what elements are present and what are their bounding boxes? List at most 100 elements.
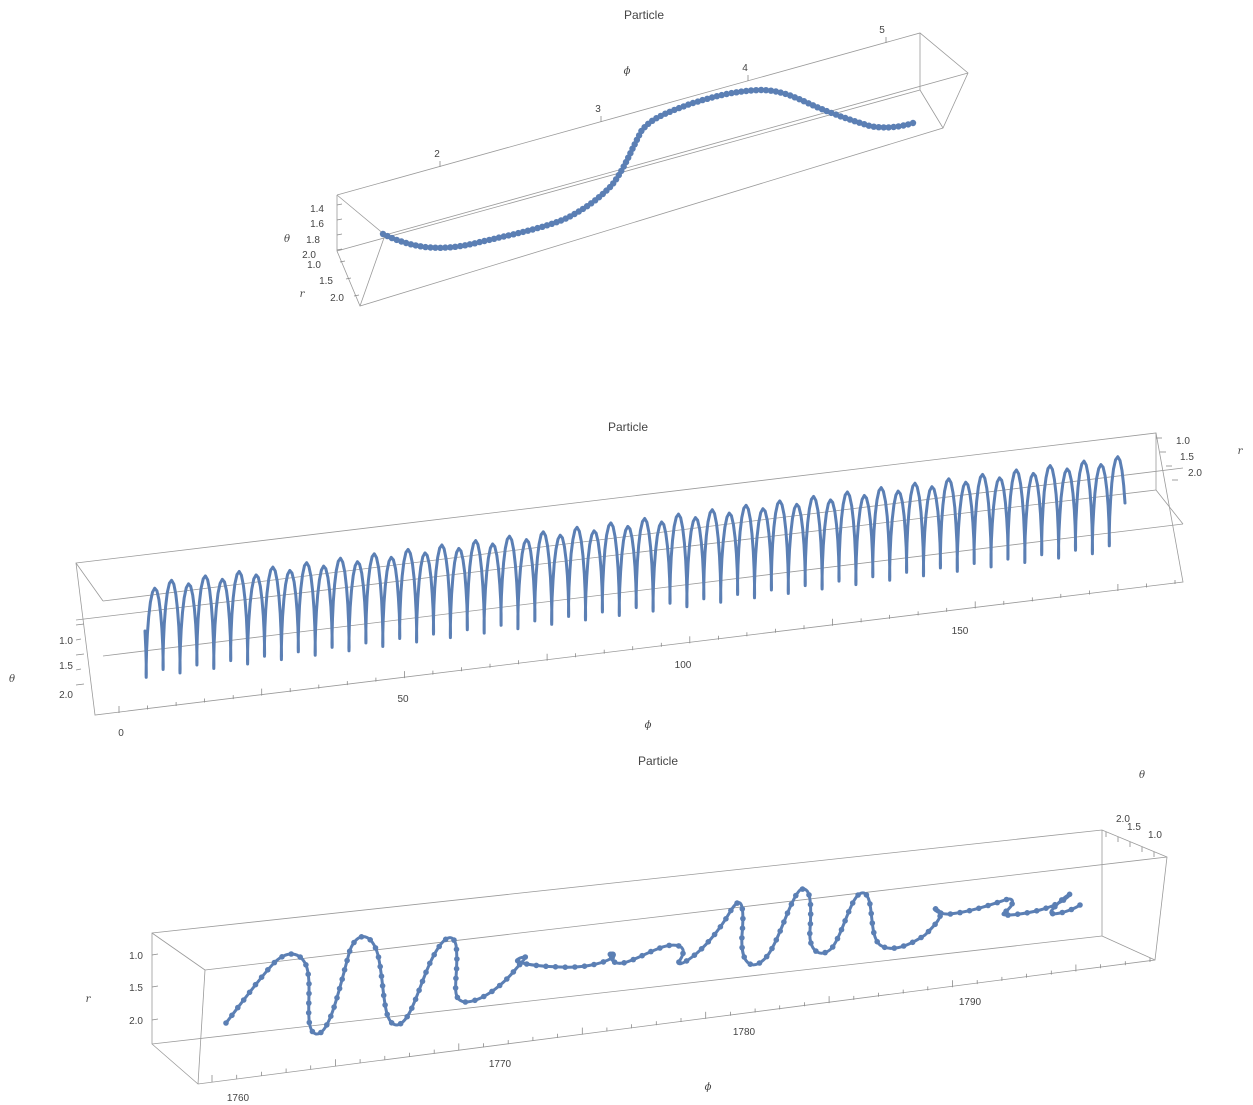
- panel-3-point: [496, 982, 503, 989]
- panel-3-point: [756, 960, 763, 966]
- panel-1-point: [471, 240, 478, 247]
- panel-1-point: [905, 121, 912, 128]
- panel-1-phi-tick: 2: [434, 149, 440, 160]
- panel-1-point: [505, 232, 512, 239]
- panel-1-point: [452, 243, 459, 250]
- panel-3-point: [1052, 903, 1058, 910]
- panel-1-point: [457, 242, 464, 250]
- panel-3-point: [523, 961, 530, 967]
- panel-3-point: [871, 929, 877, 936]
- panel-3-point: [639, 952, 645, 959]
- panel-1-point: [708, 94, 716, 101]
- panel-1-point: [524, 227, 532, 234]
- panel-3-point: [874, 938, 880, 945]
- panel-3-point: [925, 928, 932, 935]
- panel-3-point: [680, 950, 686, 957]
- panel-2-phi-tick: 50: [397, 694, 409, 705]
- panel-3-point: [621, 960, 627, 966]
- panel-3-point: [1059, 909, 1066, 916]
- panel-3-point: [388, 1020, 395, 1026]
- panel-3-point: [442, 936, 449, 943]
- panel-3-point: [849, 900, 856, 906]
- panel-3-point: [788, 901, 795, 907]
- panel-3-point: [336, 985, 343, 992]
- panel-2-phi-label: ϕ: [645, 720, 652, 731]
- panel-1-point: [723, 90, 730, 98]
- panel-3-r-tick: 1.0: [129, 951, 143, 962]
- panel-3-point: [581, 963, 588, 969]
- panel-3-theta-tick: 1.5: [1127, 822, 1141, 833]
- panel-3-point: [252, 981, 259, 988]
- panel-1-point: [900, 122, 907, 129]
- panel-3-point: [739, 944, 745, 951]
- panel-3-point: [246, 989, 253, 996]
- panel-3-point: [404, 1013, 411, 1020]
- panel-1-point: [486, 236, 493, 244]
- panel-3-point: [572, 964, 578, 970]
- panel-3-point: [543, 963, 549, 970]
- panel-3-point: [657, 945, 663, 951]
- panel-1-point: [495, 234, 503, 241]
- panel-3-point: [1059, 897, 1065, 903]
- panel-1-point: [490, 235, 498, 242]
- panel-3-point: [666, 942, 672, 949]
- panel-3-point: [453, 965, 460, 972]
- panel-1-phi-tick: 3: [595, 104, 601, 115]
- panel-3-point: [723, 916, 729, 922]
- panel-3-point: [600, 959, 607, 965]
- panel-3-point: [423, 969, 429, 975]
- panel-1-point: [689, 99, 697, 107]
- panel-3-point: [412, 996, 419, 1003]
- panel-3-point: [1066, 891, 1073, 898]
- panel-1-theta-tick: 2.0: [302, 250, 316, 261]
- panel-3-point: [409, 1005, 415, 1011]
- panel-3-point: [698, 946, 705, 952]
- panel-3-point: [339, 976, 346, 982]
- panel-1-point: [895, 123, 902, 130]
- panel-3-point: [739, 935, 745, 941]
- panel-1-r-tick: 1.5: [319, 276, 333, 287]
- panel-2-side-ticks: [75, 437, 1178, 686]
- panel-3-point: [691, 952, 698, 958]
- panel-1-point: [534, 224, 541, 232]
- panel-3-point: [375, 954, 382, 960]
- panel-3-theta-label: θ: [1139, 770, 1145, 781]
- panel-1-point: [432, 244, 439, 251]
- panel-3-point: [331, 1004, 337, 1010]
- panel-2-r-tick: 1.0: [1176, 436, 1190, 447]
- panel-3-point: [522, 954, 529, 960]
- panel-3-point: [630, 956, 637, 963]
- panel-1-point: [762, 87, 770, 94]
- panel-3-theta-tick: 1.0: [1148, 830, 1162, 841]
- panel-1-point: [529, 226, 536, 233]
- panel-1-point: [447, 244, 454, 251]
- panel-1-point: [510, 231, 517, 238]
- panel-2: Particle 0 50 100 150 ϕ 1.0 1.5 2.0 θ 1.…: [9, 420, 1244, 739]
- panel-3-point: [472, 997, 478, 1004]
- panel-3-point: [808, 940, 814, 946]
- panel-1-point: [733, 89, 740, 96]
- panel-3-point: [957, 909, 963, 916]
- panel-3-box: [151, 829, 1168, 1085]
- panel-1-point: [743, 87, 750, 95]
- panel-3-title: Particle: [638, 754, 678, 768]
- panel-1-point: [767, 87, 775, 94]
- panel-3-point: [932, 921, 938, 928]
- panel-3-point: [552, 964, 559, 970]
- panel-3-point: [452, 985, 459, 991]
- panel-1-phi-tick: 4: [742, 63, 748, 74]
- panel-3-point: [431, 951, 438, 958]
- panel-3-theta-tick: 2.0: [1116, 814, 1130, 825]
- panel-3-point: [734, 900, 740, 906]
- panel-3-point: [793, 892, 799, 899]
- panel-3-point: [807, 911, 814, 917]
- panel-3-point: [784, 910, 791, 916]
- panel-1-point: [856, 119, 863, 126]
- panel-3-point: [683, 958, 690, 964]
- panel-3-point: [1049, 910, 1056, 917]
- panel-3-point: [705, 939, 712, 945]
- panel-3-point: [453, 946, 460, 953]
- panel-3-point: [845, 909, 852, 915]
- panel-1-point: [738, 88, 745, 95]
